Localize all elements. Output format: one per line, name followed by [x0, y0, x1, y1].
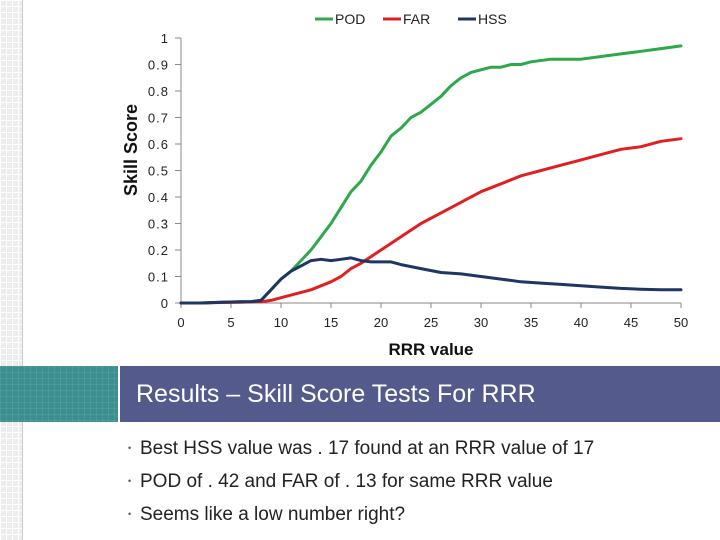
y-axis-ticks: 0 0.1 0.2 0.3 0.4 0.5 0.6 0.7 0.8 0.9 1: [148, 31, 181, 311]
y-tick-label: 0.3: [148, 217, 169, 232]
x-tick-label: 40: [574, 315, 588, 330]
x-tick-label: 35: [524, 315, 538, 330]
title-accent-square: [0, 366, 118, 422]
bullet-text: Best HSS value was . 17 found at an RRR …: [140, 438, 595, 459]
bullet-item: • Best HSS value was . 17 found at an RRR…: [128, 432, 708, 465]
strip-divider: [22, 0, 23, 540]
x-tick-label: 20: [374, 315, 388, 330]
y-tick-label: 0.7: [148, 111, 169, 126]
y-tick-label: 0.4: [148, 190, 169, 205]
x-tick-label: 30: [474, 315, 488, 330]
bullet-item: • POD of . 42 and FAR of . 13 for same RR…: [128, 465, 708, 498]
x-tick-label: 25: [424, 315, 438, 330]
y-tick-label: 1: [161, 31, 169, 46]
chart-series: [179, 44, 683, 305]
slide-title: Results – Skill Score Tests For RRR: [118, 366, 720, 422]
series-line-far: [179, 137, 683, 305]
series-line-pod: [179, 44, 683, 305]
y-tick-label: 0: [161, 296, 169, 311]
x-tick-label: 50: [674, 315, 688, 330]
x-tick-label: 45: [624, 315, 638, 330]
legend-label-pod: POD: [335, 11, 365, 27]
y-tick-label: 0.9: [148, 58, 169, 73]
series-line-hss: [179, 256, 683, 305]
bullet-dot-icon: •: [128, 443, 132, 453]
slide-title-bar: Results – Skill Score Tests For RRR: [0, 366, 720, 422]
y-axis-label: Skill Score: [121, 104, 141, 196]
x-axis-label: RRR value: [388, 340, 473, 359]
bullet-item: • Seems like a low number right?: [128, 498, 708, 531]
bullet-text: Seems like a low number right?: [140, 504, 406, 525]
chart-legend: POD FAR HSS: [315, 11, 507, 27]
legend-label-hss: HSS: [478, 11, 507, 27]
skill-score-chart: POD FAR HSS 00.10.20.30.40.50.60.70.80.91 …: [121, 11, 688, 359]
y-tick-label: 0.6: [148, 137, 169, 152]
x-tick-label: 10: [274, 315, 288, 330]
x-tick-label: 0: [177, 315, 184, 330]
y-tick-label: 0.8: [148, 84, 169, 99]
x-axis-ticks: 0 5 10 15 20 25 30 35 40 45 50: [177, 303, 688, 330]
x-tick-label: 15: [324, 315, 338, 330]
bullet-text: POD of . 42 and FAR of . 13 for same RRR…: [140, 471, 553, 492]
legend-label-far: FAR: [403, 11, 430, 27]
y-tick-label: 0.2: [148, 243, 169, 258]
x-tick-label: 5: [227, 315, 234, 330]
y-tick-label: 0.1: [148, 270, 169, 285]
bullet-dot-icon: •: [128, 476, 132, 486]
bullet-dot-icon: •: [128, 509, 132, 519]
bullet-list: • Best HSS value was . 17 found at an RRR…: [128, 432, 708, 531]
y-tick-label: 0.5: [148, 164, 169, 179]
